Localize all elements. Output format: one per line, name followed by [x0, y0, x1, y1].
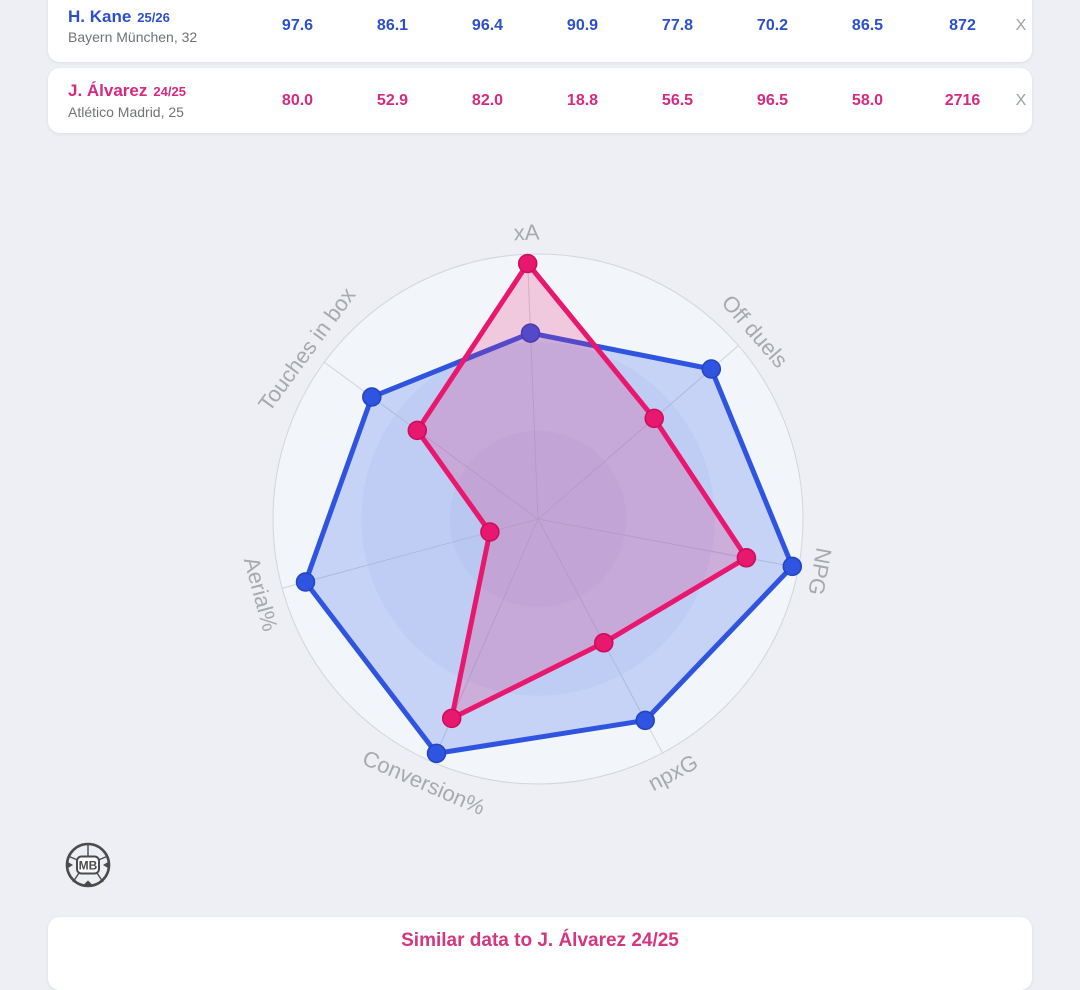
stat-value: 96.5: [756, 91, 789, 109]
radar-data-point[interactable]: [441, 708, 462, 729]
stat-value: 82.0: [471, 91, 504, 109]
radar-spoke: [324, 361, 539, 520]
radar-outline: [272, 253, 804, 785]
radar-data-point[interactable]: [295, 572, 316, 592]
radar-chart: xA Off duels NPG npxG Conversion% Aerial% Touc…: [188, 169, 888, 869]
player-info: H. Kane 25/26 Bayern München, 32: [48, 7, 250, 46]
mb-logo-text: MB: [79, 859, 98, 873]
mb-logo: MB: [64, 841, 112, 889]
player-row: J. Álvarez 24/25 Atlético Madrid, 25 80.…: [48, 68, 1032, 133]
remove-player-button[interactable]: X: [1015, 17, 1027, 34]
stat-value: 58.0: [851, 91, 884, 109]
radar-axis-label: Aerial%: [239, 554, 283, 634]
radar-data-point[interactable]: [701, 359, 722, 379]
soccer-ball-icon: MB: [65, 842, 111, 888]
radar-axis-label: xA: [513, 219, 540, 245]
radar-data-point[interactable]: [426, 743, 447, 764]
stat-value: 77.8: [661, 17, 694, 34]
radar-data-point[interactable]: [635, 710, 655, 731]
radar-series-polygon: [414, 261, 749, 721]
stat-value: 872: [949, 17, 976, 34]
stat-value: 96.4: [471, 17, 504, 34]
stat-value: 80.0: [281, 91, 314, 109]
remove-player-button[interactable]: X: [1015, 91, 1027, 109]
player-row: H. Kane 25/26 Bayern München, 32 97.6 86…: [48, 0, 1032, 62]
stat-value: 86.1: [376, 17, 409, 34]
radar-data-point[interactable]: [407, 420, 428, 441]
page-background: { "table": { "rows": [ { "player": "H. K…: [48, 0, 1032, 990]
player-season: 25/26: [137, 9, 170, 25]
player-club-age: Bayern München, 32: [68, 29, 198, 46]
radar-spoke: [526, 254, 539, 520]
player-name: J. Álvarez: [68, 81, 148, 101]
radar-data-point[interactable]: [644, 408, 664, 429]
player-name: H. Kane: [68, 6, 132, 26]
stat-value: 90.9: [566, 17, 599, 34]
radar-data-point[interactable]: [517, 253, 538, 274]
radar-data-point[interactable]: [782, 556, 803, 577]
stat-value: 52.9: [376, 91, 409, 109]
stat-value: 70.2: [756, 17, 789, 34]
radar-data-point[interactable]: [520, 323, 541, 343]
radar-data-point[interactable]: [594, 633, 614, 653]
stat-value: 2716: [944, 91, 981, 109]
radar-series-polygon: [303, 330, 795, 756]
footer-banner[interactable]: Similar data to J. Álvarez 24/25: [48, 917, 1032, 990]
radar-axis-label: NPG: [803, 546, 836, 597]
radar-data-point[interactable]: [362, 387, 382, 407]
stat-value: 86.5: [851, 17, 884, 34]
player-season: 24/25: [153, 84, 186, 100]
footer-text: Similar data to J. Álvarez 24/25: [401, 930, 679, 951]
stat-value: 18.8: [566, 91, 599, 109]
player-club-age: Atlético Madrid, 25: [68, 103, 184, 120]
radar-data-point[interactable]: [736, 548, 757, 568]
radar-data-point[interactable]: [480, 522, 500, 542]
stat-value: 97.6: [281, 17, 314, 34]
stat-value: 56.5: [661, 91, 694, 109]
player-info: J. Álvarez 24/25 Atlético Madrid, 25: [48, 81, 250, 120]
